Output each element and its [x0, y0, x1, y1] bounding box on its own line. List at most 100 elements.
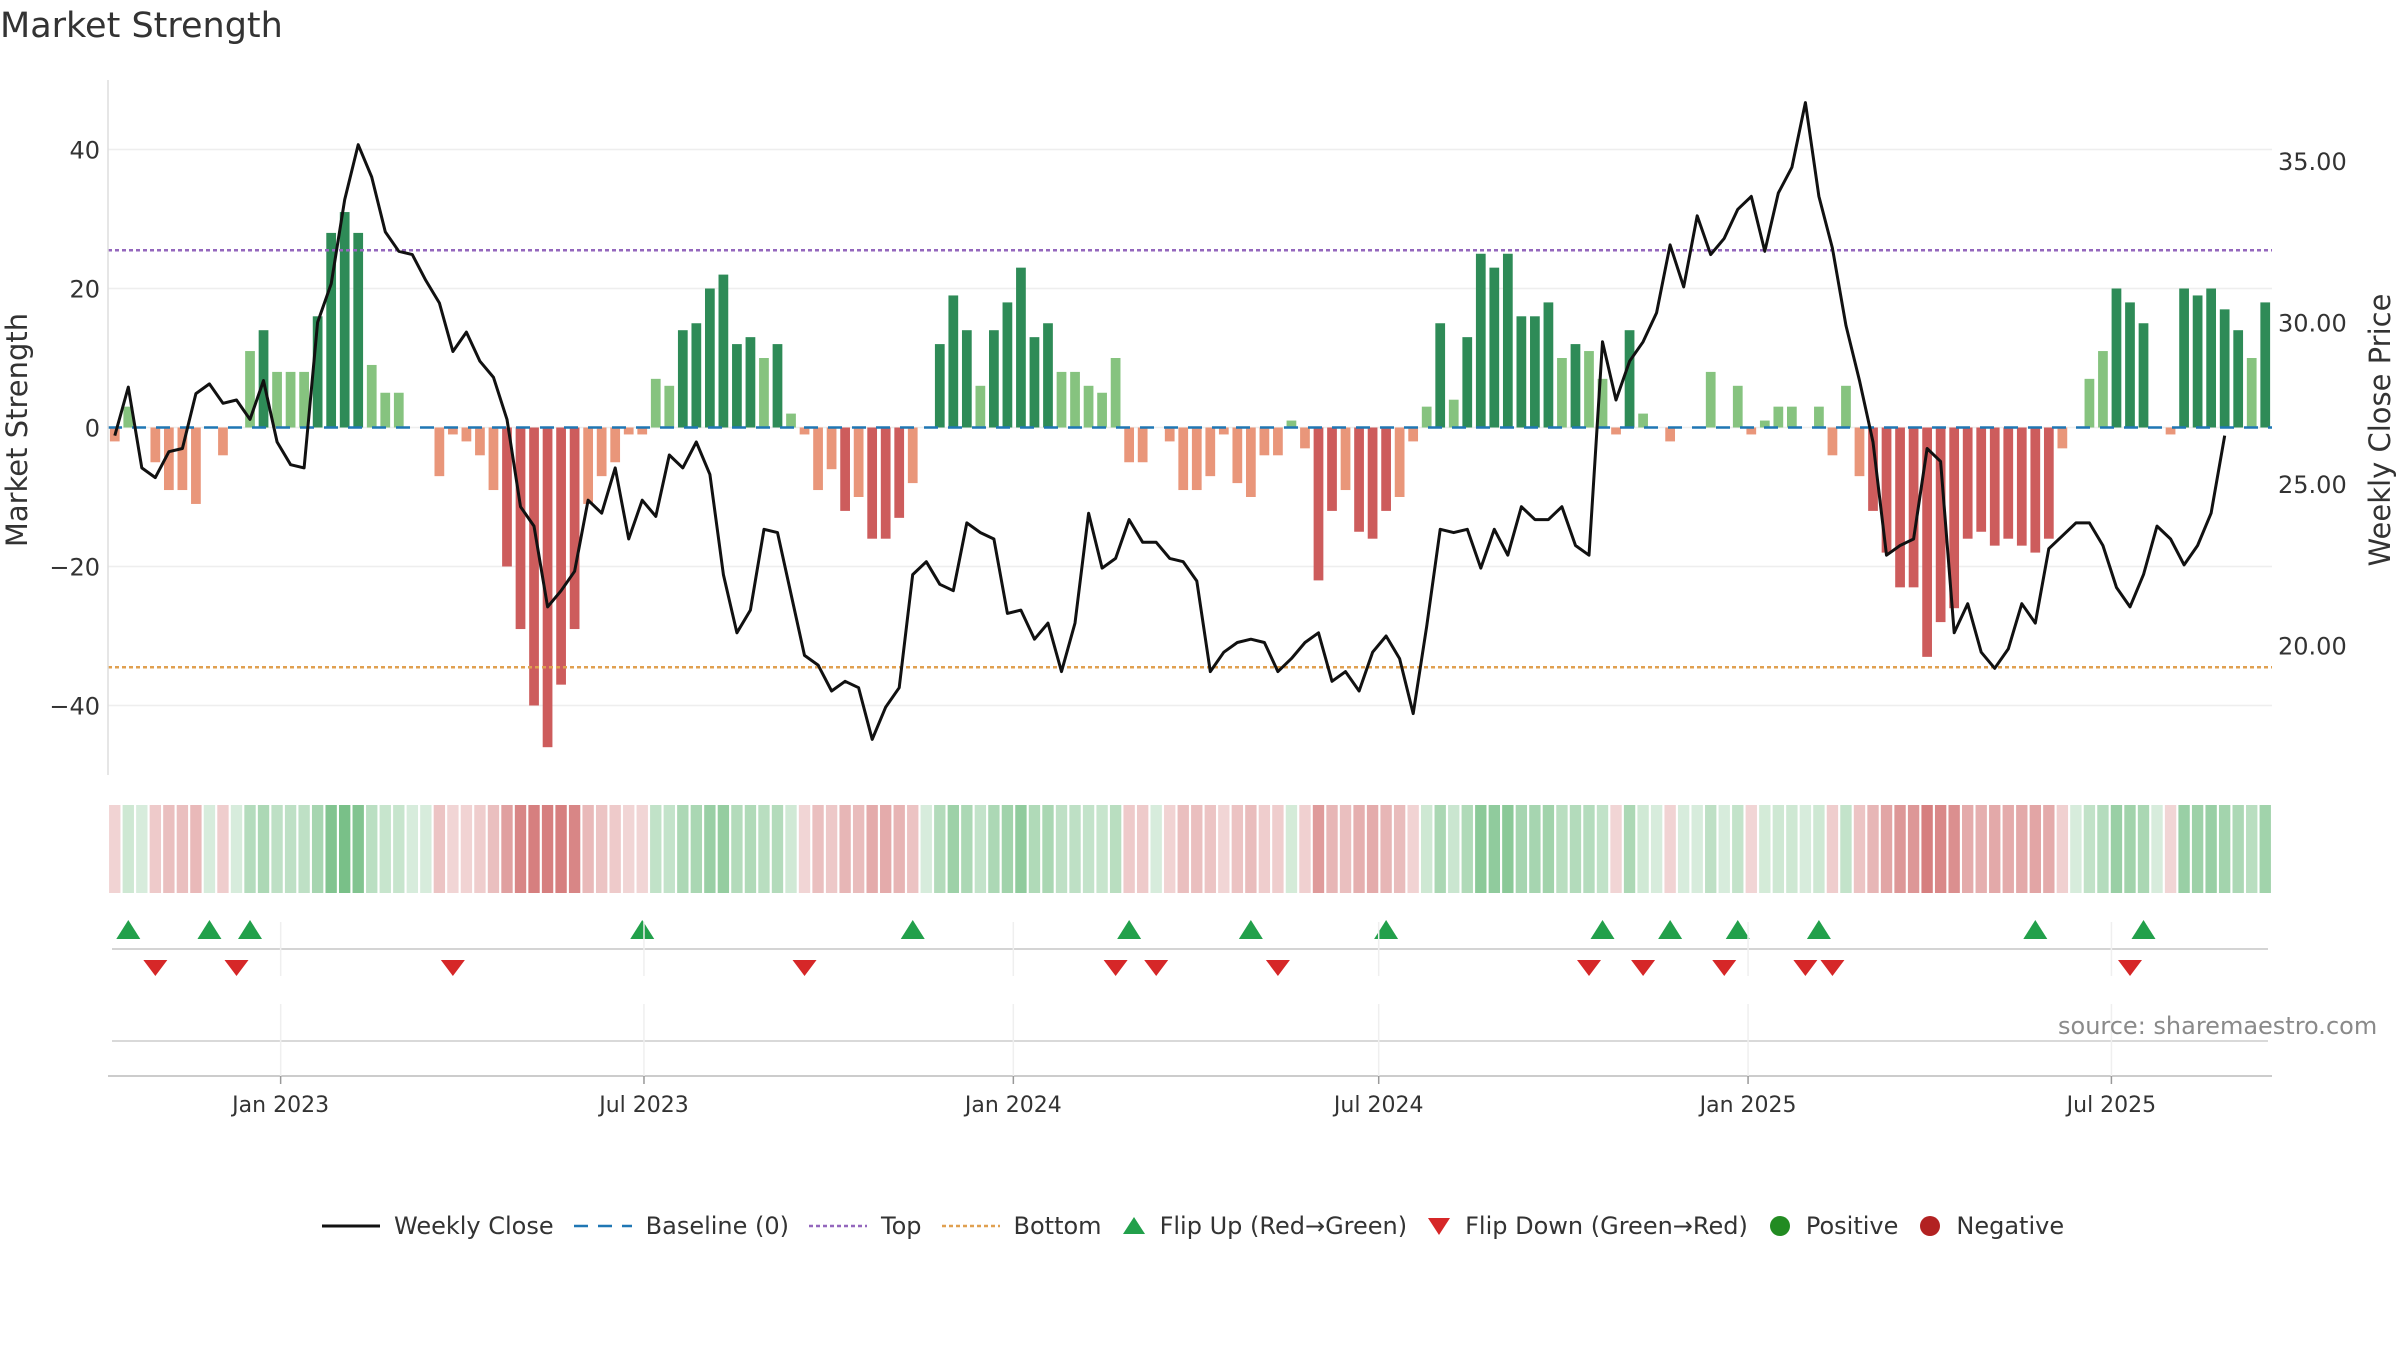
flip-up-marker[interactable]	[1238, 920, 1263, 939]
strength-bar[interactable]	[1570, 344, 1581, 428]
strength-bar[interactable]	[529, 427, 539, 706]
strength-bar[interactable]	[2233, 330, 2244, 428]
strength-bar[interactable]	[1137, 427, 1148, 463]
flip-down-marker[interactable]	[1144, 960, 1169, 976]
strength-bar[interactable]	[177, 427, 188, 491]
strength-bar[interactable]	[1786, 406, 1797, 428]
strength-bar[interactable]	[1435, 323, 1446, 428]
strength-bar[interactable]	[2111, 288, 2122, 428]
strength-bar[interactable]	[326, 232, 337, 428]
flip-up-marker[interactable]	[1725, 920, 1750, 939]
strength-bar[interactable]	[732, 344, 742, 428]
strength-bar[interactable]	[2084, 378, 2095, 428]
strength-bar[interactable]	[393, 392, 404, 428]
strength-bar[interactable]	[2043, 427, 2054, 539]
strength-bar[interactable]	[1245, 427, 1256, 498]
strength-bar[interactable]	[1218, 427, 1229, 435]
strength-bar[interactable]	[2016, 427, 2027, 546]
strength-bar[interactable]	[1448, 399, 1459, 428]
strength-bar[interactable]	[745, 337, 756, 428]
flip-up-marker[interactable]	[1658, 920, 1683, 939]
strength-bar[interactable]	[650, 378, 661, 428]
strength-bar[interactable]	[907, 427, 918, 484]
flip-up-marker[interactable]	[2023, 920, 2048, 939]
flip-down-marker[interactable]	[1103, 960, 1128, 976]
strength-bar[interactable]	[1827, 427, 1838, 456]
strength-bar[interactable]	[961, 330, 972, 428]
strength-bar[interactable]	[2219, 309, 2230, 428]
strength-bar[interactable]	[1962, 427, 1973, 539]
strength-bar[interactable]	[623, 427, 634, 435]
strength-bar[interactable]	[840, 427, 850, 511]
strength-bar[interactable]	[610, 427, 621, 463]
flip-up-marker[interactable]	[1590, 920, 1615, 939]
strength-bar[interactable]	[1759, 420, 1770, 428]
strength-bar[interactable]	[1097, 392, 1107, 428]
strength-bar[interactable]	[258, 330, 269, 428]
strength-bar[interactable]	[1056, 371, 1067, 428]
strength-bar[interactable]	[813, 427, 823, 491]
flip-down-marker[interactable]	[1576, 960, 1601, 976]
strength-bar[interactable]	[339, 212, 350, 428]
strength-bar[interactable]	[1773, 406, 1784, 428]
strength-bar[interactable]	[1597, 378, 1608, 428]
strength-bar[interactable]	[299, 371, 309, 428]
strength-bar[interactable]	[1489, 267, 1500, 428]
flip-down-marker[interactable]	[1265, 960, 1290, 976]
strength-bar[interactable]	[1895, 427, 1905, 588]
strength-bar[interactable]	[163, 427, 174, 491]
strength-bar[interactable]	[461, 427, 472, 442]
flip-down-marker[interactable]	[1631, 960, 1656, 976]
strength-bar[interactable]	[1746, 427, 1757, 435]
strength-bar[interactable]	[1705, 371, 1716, 428]
strength-bar[interactable]	[2098, 351, 2108, 428]
strength-bar[interactable]	[2030, 427, 2041, 553]
strength-bar[interactable]	[1232, 427, 1243, 484]
legend-weekly-close[interactable]: Weekly Close	[320, 1212, 554, 1240]
strength-bar[interactable]	[1327, 427, 1337, 511]
strength-bar[interactable]	[1124, 427, 1135, 463]
strength-bar[interactable]	[1259, 427, 1270, 456]
strength-bar[interactable]	[1029, 337, 1040, 428]
strength-bar[interactable]	[1611, 427, 1621, 435]
flip-up-marker[interactable]	[116, 920, 141, 939]
strength-bar[interactable]	[2246, 358, 2257, 428]
strength-bar[interactable]	[2192, 295, 2203, 428]
strength-bar[interactable]	[353, 232, 364, 428]
strength-bar[interactable]	[989, 330, 999, 428]
strength-bar[interactable]	[1935, 427, 1946, 623]
strength-bar[interactable]	[826, 427, 837, 470]
strength-bar[interactable]	[718, 274, 729, 428]
strength-bar[interactable]	[380, 392, 391, 428]
strength-bar[interactable]	[1732, 385, 1743, 428]
strength-bar[interactable]	[1881, 427, 1892, 553]
strength-bar[interactable]	[786, 413, 796, 428]
strength-bar[interactable]	[191, 427, 201, 504]
flip-down-marker[interactable]	[1712, 960, 1737, 976]
strength-bar[interactable]	[1421, 406, 1432, 428]
strength-bar[interactable]	[502, 427, 512, 567]
strength-bar[interactable]	[799, 427, 810, 435]
strength-bar[interactable]	[583, 427, 594, 504]
strength-bar[interactable]	[1814, 406, 1824, 428]
strength-bar[interactable]	[1638, 413, 1648, 428]
strength-bar[interactable]	[1191, 427, 1202, 491]
legend-negative[interactable]: Negative	[1916, 1212, 2064, 1240]
strength-bar[interactable]	[123, 406, 134, 428]
strength-bar[interactable]	[1354, 427, 1364, 532]
strength-bar[interactable]	[1164, 427, 1175, 442]
strength-bar[interactable]	[1313, 427, 1324, 581]
strength-bar[interactable]	[1205, 427, 1216, 477]
strength-bar[interactable]	[1543, 302, 1554, 428]
strength-bar[interactable]	[1624, 330, 1635, 428]
strength-bar[interactable]	[1300, 427, 1310, 449]
strength-bar[interactable]	[2179, 288, 2189, 428]
strength-bar[interactable]	[488, 427, 499, 491]
strength-bar[interactable]	[2206, 288, 2217, 428]
flip-up-marker[interactable]	[238, 920, 263, 939]
strength-bar[interactable]	[853, 427, 864, 498]
strength-bar[interactable]	[1976, 427, 1987, 532]
strength-bar[interactable]	[1665, 427, 1676, 442]
strength-bar[interactable]	[2138, 323, 2149, 428]
flip-down-marker[interactable]	[440, 960, 465, 976]
